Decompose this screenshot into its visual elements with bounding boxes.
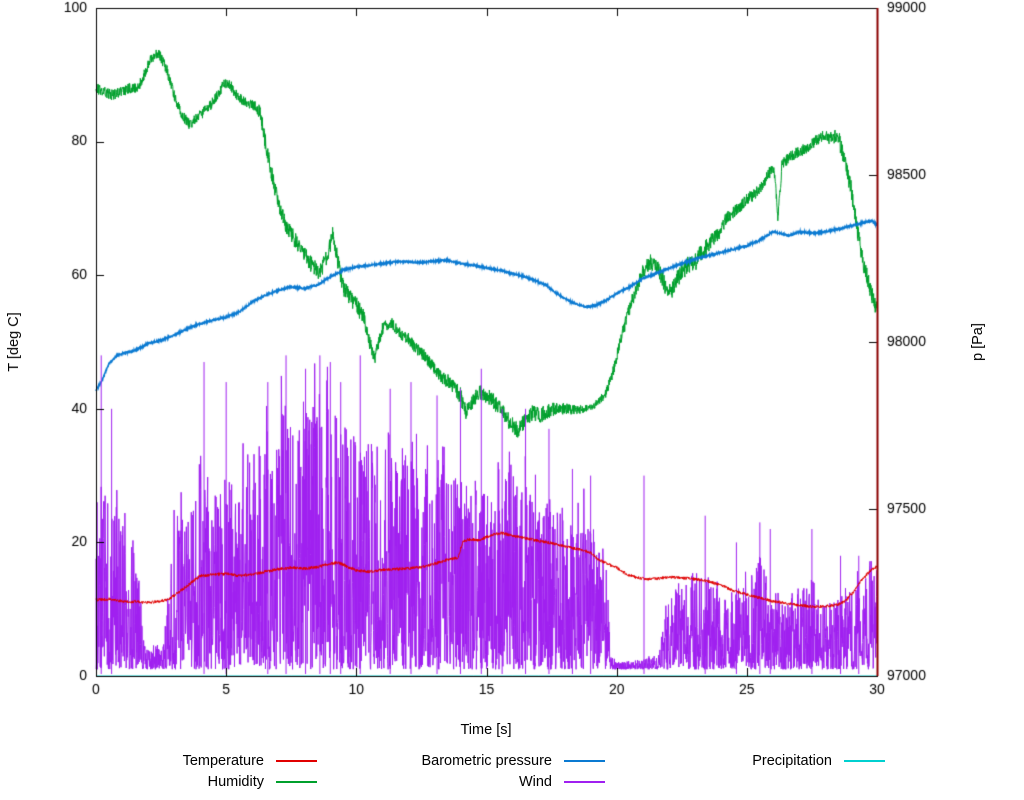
y-axis-label-left: T [deg C] xyxy=(6,312,22,372)
x-axis-label: Time [s] xyxy=(460,722,512,738)
y-axis-label-right: p [Pa] xyxy=(970,323,986,361)
